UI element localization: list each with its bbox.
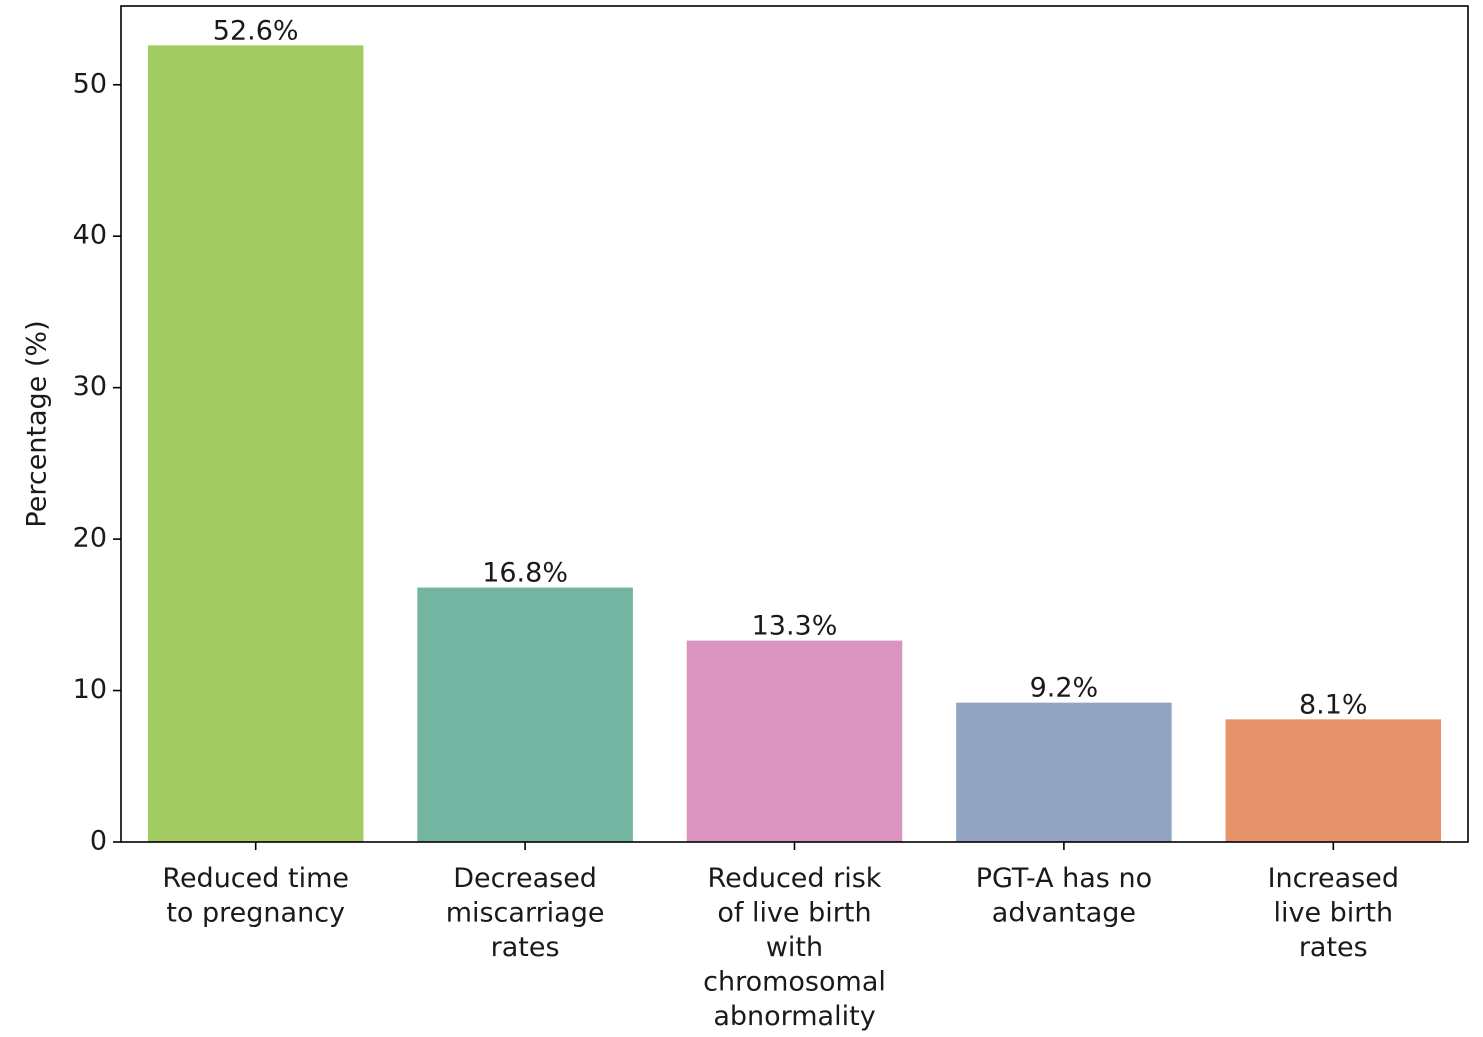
bar bbox=[147, 45, 364, 842]
x-tick-label: Reduced time to pregnancy bbox=[162, 863, 349, 929]
y-tick-label: 50 bbox=[73, 68, 107, 99]
x-tick-label: Increased live birth rates bbox=[1268, 863, 1399, 963]
x-tick-label-line: Reduced risk bbox=[708, 863, 882, 894]
plot-frame bbox=[120, 5, 1469, 843]
x-tick-label-line: with bbox=[766, 932, 823, 963]
bar-value-label: 16.8% bbox=[482, 558, 568, 589]
x-tick-label-line: abnormality bbox=[713, 1001, 875, 1032]
bar-value-label: 13.3% bbox=[752, 611, 838, 642]
bar-value-label: 9.2% bbox=[1030, 673, 1099, 704]
y-tick-label: 20 bbox=[73, 523, 107, 554]
bar-value-label: 8.1% bbox=[1299, 689, 1368, 720]
x-tick-label-line: chromosomal bbox=[703, 967, 886, 998]
x-tick-label: Decreased miscarriage rates bbox=[446, 863, 605, 963]
x-tick-label-line: Reduced time bbox=[162, 863, 349, 894]
y-axis-label: Percentage (%) bbox=[22, 320, 53, 527]
y-tick-label: 0 bbox=[90, 826, 107, 857]
x-tick-label: PGT-A has no advantage bbox=[976, 863, 1152, 929]
x-tick-label-line: advantage bbox=[992, 898, 1136, 929]
x-tick-label-line: of live birth bbox=[717, 898, 871, 929]
x-tick-label-line: rates bbox=[491, 932, 560, 963]
bar bbox=[1225, 719, 1442, 842]
y-tick-label: 40 bbox=[73, 220, 107, 251]
x-tick-label: Reduced risk of live birth with chromosomal… bbox=[703, 863, 886, 1032]
y-tick-label: 30 bbox=[73, 371, 107, 402]
y-tick-label: 10 bbox=[73, 674, 107, 705]
x-tick-label-line: miscarriage bbox=[446, 898, 605, 929]
x-tick-label-line: live birth bbox=[1273, 898, 1393, 929]
bar bbox=[956, 702, 1172, 842]
x-tick-label-line: to pregnancy bbox=[166, 898, 345, 929]
x-tick-label-line: Increased bbox=[1268, 863, 1399, 894]
x-tick-label-line: PGT-A has no bbox=[976, 863, 1152, 894]
bar bbox=[417, 587, 633, 842]
bar-value-label: 52.6% bbox=[213, 15, 299, 46]
bar bbox=[686, 640, 903, 842]
x-tick-label-line: rates bbox=[1299, 932, 1368, 963]
x-tick-label-line: Decreased bbox=[453, 863, 597, 894]
